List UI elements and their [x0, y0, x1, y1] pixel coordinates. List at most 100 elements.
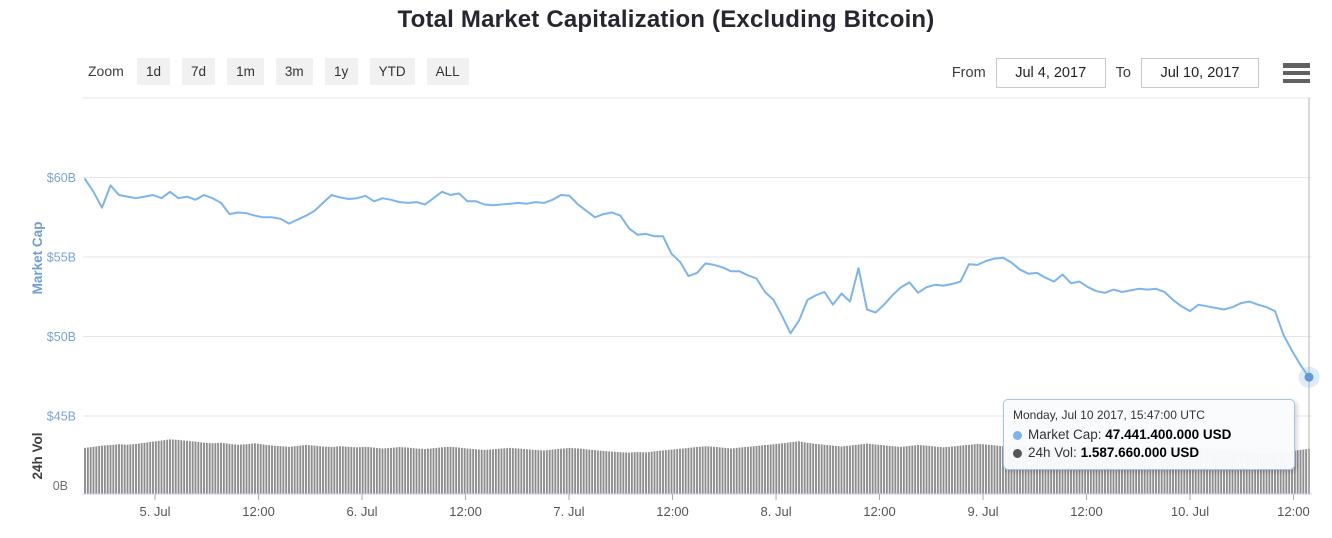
hover-marker-dot[interactable]	[1304, 372, 1314, 382]
hamburger-menu-icon[interactable]	[1283, 63, 1310, 83]
volume-bar	[526, 449, 528, 494]
volume-bar	[710, 446, 713, 494]
volume-bar	[1282, 451, 1285, 494]
volume-bar	[834, 445, 837, 494]
volume-bar	[667, 449, 670, 494]
volume-bar	[1225, 450, 1228, 494]
volume-bar	[959, 445, 962, 494]
zoom-button-1m[interactable]: 1m	[227, 58, 264, 85]
volume-bar	[123, 444, 126, 494]
volume-bar	[1245, 452, 1248, 494]
volume-bar	[511, 448, 514, 494]
volume-bar	[1206, 448, 1208, 494]
volume-bar	[1163, 447, 1166, 494]
volume-bar	[1262, 453, 1265, 494]
volume-bar	[1259, 453, 1262, 494]
volume-bar	[293, 446, 296, 494]
market-cap-line[interactable]	[84, 178, 1310, 379]
volume-bar	[1075, 446, 1078, 494]
x-axis-tick-label: 5. Jul	[139, 504, 170, 519]
volume-bar	[1231, 450, 1234, 494]
volume-bar	[412, 448, 415, 494]
volume-bar	[265, 444, 268, 494]
volume-bar	[452, 447, 455, 494]
volume-bar	[409, 447, 412, 494]
zoom-button-all[interactable]: ALL	[426, 58, 469, 85]
volume-bar	[367, 447, 370, 494]
volume-bar	[421, 448, 424, 494]
volume-bar	[1050, 447, 1053, 494]
volume-bar	[404, 447, 407, 494]
volume-bar	[194, 441, 197, 494]
volume-bar	[602, 451, 605, 494]
to-date-input[interactable]	[1141, 58, 1259, 88]
volume-bar	[1174, 448, 1177, 494]
volume-bar	[747, 446, 749, 494]
volume-bar	[718, 447, 721, 494]
tooltip-market-cap-value: 47.441.400.000 USD	[1105, 427, 1232, 442]
volume-bar	[571, 448, 574, 494]
volume-bar	[239, 444, 242, 494]
x-axis-tick-label: 10. Jul	[1171, 504, 1209, 519]
volume-bar	[129, 444, 132, 494]
volume-bar	[1157, 447, 1160, 494]
volume-bar	[466, 448, 469, 494]
date-range-group: From To	[952, 58, 1310, 88]
volume-bar	[647, 452, 650, 494]
volume-bar	[103, 445, 106, 494]
from-date-input[interactable]	[995, 58, 1106, 88]
volume-bar	[687, 447, 690, 494]
volume-bar	[962, 445, 965, 494]
market-cap-axis-title: Market Cap	[30, 222, 45, 295]
volume-bar	[857, 444, 860, 494]
x-axis-tick-label: 12:00	[1277, 504, 1310, 519]
volume-bar	[477, 449, 480, 494]
volume-bar	[492, 449, 494, 494]
volume-bar	[987, 444, 990, 494]
volume-bar	[259, 444, 262, 494]
volume-bar	[163, 440, 166, 494]
volume-bar	[455, 447, 458, 494]
volume-bar	[993, 445, 996, 494]
volume-bar	[676, 449, 679, 494]
volume-bar	[1010, 447, 1013, 494]
volume-bar	[353, 447, 356, 494]
x-axis-tick-label: 9. Jul	[968, 504, 999, 519]
volume-bar	[140, 443, 143, 494]
volume-dot-icon	[1013, 448, 1022, 458]
zoom-button-ytd[interactable]: YTD	[369, 58, 415, 85]
volume-bar	[322, 446, 324, 494]
volume-bar	[299, 445, 302, 494]
volume-bar	[608, 451, 611, 494]
volume-bar	[854, 444, 857, 494]
zoom-button-1y[interactable]: 1y	[324, 58, 358, 85]
volume-bar	[401, 447, 404, 494]
volume-bar	[1140, 448, 1143, 494]
volume-bar	[1237, 451, 1240, 494]
zoom-button-7d[interactable]: 7d	[182, 58, 216, 85]
volume-bar	[537, 450, 540, 494]
volume-bar	[305, 445, 307, 494]
volume-bar	[271, 445, 273, 494]
volume-bar	[1299, 449, 1302, 494]
volume-bar	[1002, 446, 1004, 494]
volume-bar	[177, 439, 180, 494]
x-axis-tick-label: 12:00	[1070, 504, 1103, 519]
volume-bar	[622, 452, 625, 494]
volume-bar	[262, 444, 265, 494]
volume-bar	[752, 446, 755, 494]
volume-bar	[999, 445, 1002, 494]
volume-bar	[517, 448, 520, 494]
volume-bar	[1203, 448, 1206, 494]
gridlines-group	[83, 97, 1311, 417]
volume-bar	[764, 445, 766, 494]
volume-bar	[460, 447, 463, 494]
volume-bar	[829, 445, 832, 494]
volume-bar	[1132, 448, 1135, 494]
volume-bar	[506, 448, 509, 494]
volume-bar	[633, 452, 636, 494]
zoom-button-1d[interactable]: 1d	[137, 58, 171, 85]
volume-bar	[1067, 446, 1070, 494]
zoom-button-3m[interactable]: 3m	[275, 58, 313, 85]
